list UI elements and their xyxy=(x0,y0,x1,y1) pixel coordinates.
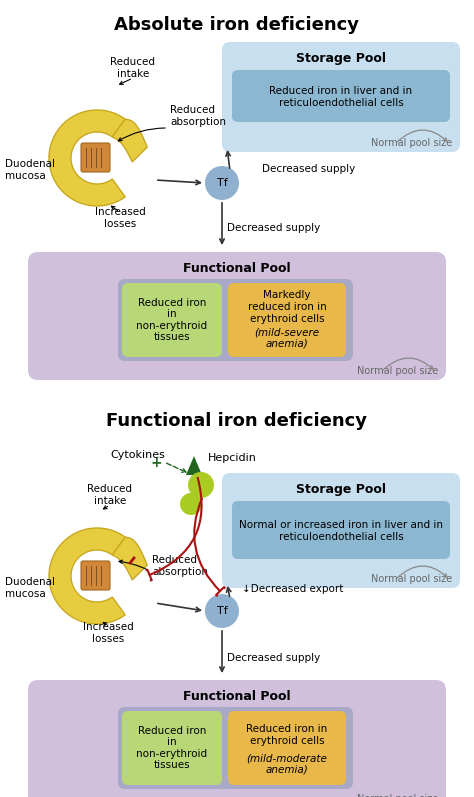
Text: Decreased supply: Decreased supply xyxy=(227,653,320,663)
Polygon shape xyxy=(186,456,202,475)
Text: Reduced iron in
erythroid cells: Reduced iron in erythroid cells xyxy=(246,724,328,746)
Text: Reduced
intake: Reduced intake xyxy=(88,485,133,506)
FancyBboxPatch shape xyxy=(232,70,450,122)
Text: Reduced iron
in
non-erythroid
tissues: Reduced iron in non-erythroid tissues xyxy=(137,725,208,771)
Text: Tf: Tf xyxy=(217,178,228,188)
FancyBboxPatch shape xyxy=(222,42,460,152)
Text: Increased
losses: Increased losses xyxy=(95,207,146,229)
Text: Functional Pool: Functional Pool xyxy=(183,690,291,703)
FancyBboxPatch shape xyxy=(228,283,346,357)
Text: Normal pool size: Normal pool size xyxy=(357,794,438,797)
Text: Reduced iron in liver and in
reticuloendothelial cells: Reduced iron in liver and in reticuloend… xyxy=(269,86,412,108)
Text: Duodenal
mucosa: Duodenal mucosa xyxy=(5,159,55,181)
FancyBboxPatch shape xyxy=(232,501,450,559)
FancyBboxPatch shape xyxy=(122,283,222,357)
Circle shape xyxy=(180,493,202,515)
Text: +: + xyxy=(150,456,162,470)
Text: Reduced
intake: Reduced intake xyxy=(110,57,155,79)
Polygon shape xyxy=(112,537,147,580)
Text: Normal pool size: Normal pool size xyxy=(371,138,452,148)
Text: Duodenal
mucosa: Duodenal mucosa xyxy=(5,577,55,599)
Text: Reduced
absorption: Reduced absorption xyxy=(152,556,208,577)
Polygon shape xyxy=(49,528,125,624)
FancyBboxPatch shape xyxy=(28,252,446,380)
Text: Decreased supply: Decreased supply xyxy=(262,164,355,174)
Text: (mild-severe
anemia): (mild-severe anemia) xyxy=(255,328,319,349)
Text: ↓Decreased export: ↓Decreased export xyxy=(242,584,343,594)
Text: Absolute iron deficiency: Absolute iron deficiency xyxy=(115,16,359,34)
FancyBboxPatch shape xyxy=(118,707,353,789)
FancyBboxPatch shape xyxy=(122,711,222,785)
Text: Storage Pool: Storage Pool xyxy=(296,483,386,496)
Text: Storage Pool: Storage Pool xyxy=(296,52,386,65)
Text: Reduced
absorption: Reduced absorption xyxy=(170,105,226,127)
FancyBboxPatch shape xyxy=(81,143,110,172)
FancyBboxPatch shape xyxy=(81,561,110,590)
FancyBboxPatch shape xyxy=(222,473,460,588)
FancyBboxPatch shape xyxy=(28,680,446,797)
Text: Normal or increased iron in liver and in
reticuloendothelial cells: Normal or increased iron in liver and in… xyxy=(239,520,443,542)
Text: Increased
losses: Increased losses xyxy=(82,622,133,644)
Text: Normal pool size: Normal pool size xyxy=(371,574,452,584)
Text: Hepcidin: Hepcidin xyxy=(208,453,257,463)
Text: Reduced iron
in
non-erythroid
tissues: Reduced iron in non-erythroid tissues xyxy=(137,297,208,343)
Polygon shape xyxy=(49,110,125,206)
FancyBboxPatch shape xyxy=(228,711,346,785)
Text: Decreased supply: Decreased supply xyxy=(227,223,320,233)
Circle shape xyxy=(205,166,239,200)
Circle shape xyxy=(205,594,239,628)
Polygon shape xyxy=(112,120,147,162)
Text: Cytokines: Cytokines xyxy=(110,450,165,460)
FancyBboxPatch shape xyxy=(118,279,353,361)
Circle shape xyxy=(188,472,214,498)
Text: Functional iron deficiency: Functional iron deficiency xyxy=(107,412,367,430)
Text: (mild-moderate
anemia): (mild-moderate anemia) xyxy=(246,753,328,775)
Text: Tf: Tf xyxy=(217,606,228,616)
Text: Markedly
reduced iron in
erythroid cells: Markedly reduced iron in erythroid cells xyxy=(247,290,327,324)
Text: Functional Pool: Functional Pool xyxy=(183,262,291,275)
Text: Normal pool size: Normal pool size xyxy=(357,366,438,376)
